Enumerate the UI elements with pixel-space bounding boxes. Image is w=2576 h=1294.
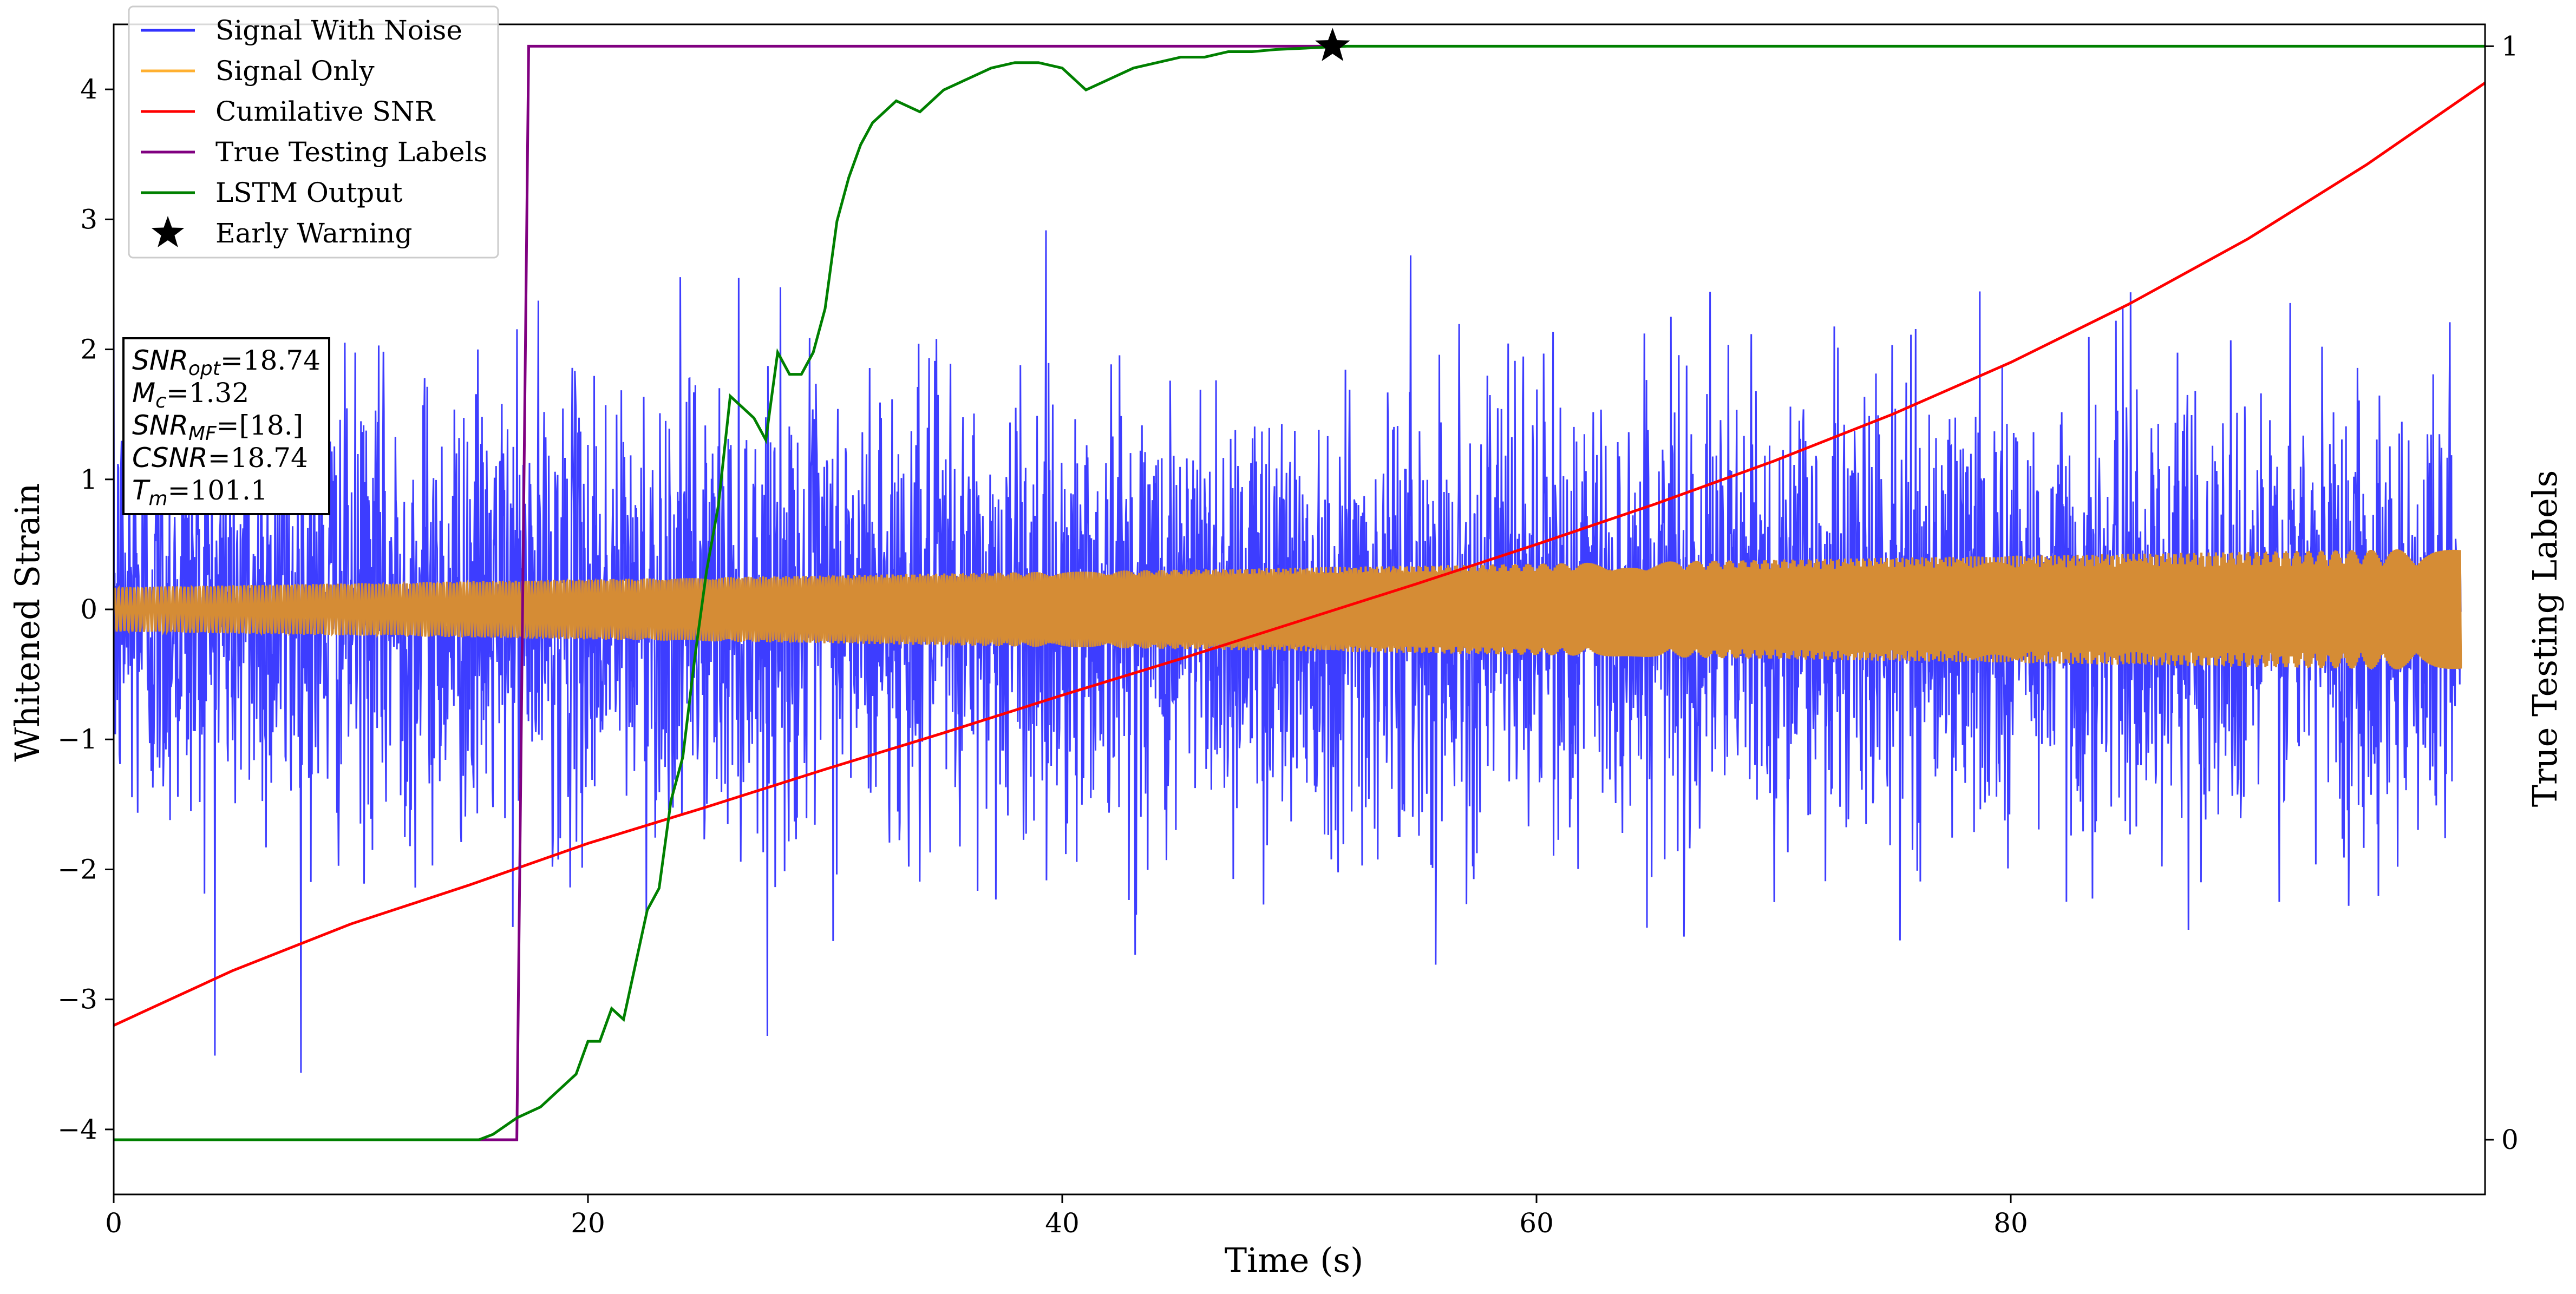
x-axis-title: Time (s) bbox=[1225, 1240, 1364, 1280]
y-tick-label: −2 bbox=[57, 853, 97, 885]
stats-line: Mc=1.32 bbox=[132, 377, 249, 412]
stats-subscript: m bbox=[149, 488, 168, 510]
y-axis-title: Whitened Strain bbox=[8, 483, 47, 762]
y-tick-label: 4 bbox=[80, 74, 97, 105]
y-tick-label: 0 bbox=[80, 594, 97, 625]
x-tick-label: 40 bbox=[1045, 1207, 1080, 1239]
legend-frame bbox=[128, 5, 499, 259]
legend: Signal With Noise Signal Only Cumilative S… bbox=[128, 5, 499, 259]
stats-line: Tm=101.1 bbox=[132, 475, 268, 510]
stats-line: SNRopt=18.74 bbox=[132, 345, 321, 380]
stats-value: =101.1 bbox=[168, 475, 268, 506]
stats-value: =1.32 bbox=[166, 377, 249, 409]
stats-value: =18.74 bbox=[208, 442, 308, 474]
y-tick-label: −4 bbox=[57, 1114, 97, 1145]
stats-key: M bbox=[132, 377, 155, 409]
y2-axis-title: True Testing Labels bbox=[2525, 470, 2565, 807]
legend-label-lstm-output: LSTM Output bbox=[215, 177, 402, 208]
y-tick-label: 2 bbox=[80, 334, 97, 365]
x-tick-label: 0 bbox=[105, 1207, 122, 1239]
stats-annotation-box: SNRopt=18.74Mc=1.32SNRMF=[18.]CSNR=18.74… bbox=[122, 337, 330, 515]
stats-subscript: opt bbox=[188, 358, 221, 380]
legend-label-signal-only: Signal Only bbox=[215, 55, 375, 87]
x-tick-label: 60 bbox=[1519, 1207, 1554, 1239]
legend-swatch-early-warning bbox=[151, 216, 185, 247]
stats-key: SNR bbox=[132, 410, 188, 441]
legend-label-cumilative-snr: Cumilative SNR bbox=[215, 96, 435, 127]
y-tick-label: 1 bbox=[80, 464, 97, 495]
y2-tick-label: 1 bbox=[2501, 30, 2519, 62]
x-tick-label: 80 bbox=[1993, 1207, 2028, 1239]
stats-line: CSNR=18.74 bbox=[132, 442, 308, 474]
stats-key: SNR bbox=[132, 345, 188, 376]
legend-label-true-testing-labels: True Testing Labels bbox=[215, 136, 487, 168]
stats-key: T bbox=[132, 475, 151, 506]
y-tick-label: 3 bbox=[80, 203, 97, 235]
y2-tick-label: 0 bbox=[2501, 1124, 2519, 1155]
marker-early-warning bbox=[1315, 28, 1350, 61]
x-tick-label: 20 bbox=[571, 1207, 605, 1239]
stats-value: =[18.] bbox=[217, 410, 303, 441]
y-tick-label: −3 bbox=[57, 984, 97, 1015]
chart-plot-area bbox=[114, 28, 2485, 1141]
stats-line: SNRMF=[18.] bbox=[132, 410, 303, 445]
stats-box-frame bbox=[122, 337, 330, 515]
stats-value: =18.74 bbox=[220, 345, 321, 376]
series-cumilative-snr-line bbox=[114, 82, 2485, 1027]
y-tick-label: −1 bbox=[57, 724, 97, 755]
stats-key: CSNR bbox=[132, 442, 208, 474]
series-lstm-output-line bbox=[114, 44, 2485, 1141]
series-signal-with-noise-line bbox=[114, 230, 2462, 1073]
stats-subscript: MF bbox=[188, 423, 217, 445]
stats-subscript: c bbox=[155, 390, 166, 412]
legend-label-early-warning: Early Warning bbox=[215, 218, 413, 249]
legend-label-signal-with-noise: Signal With Noise bbox=[215, 15, 462, 46]
